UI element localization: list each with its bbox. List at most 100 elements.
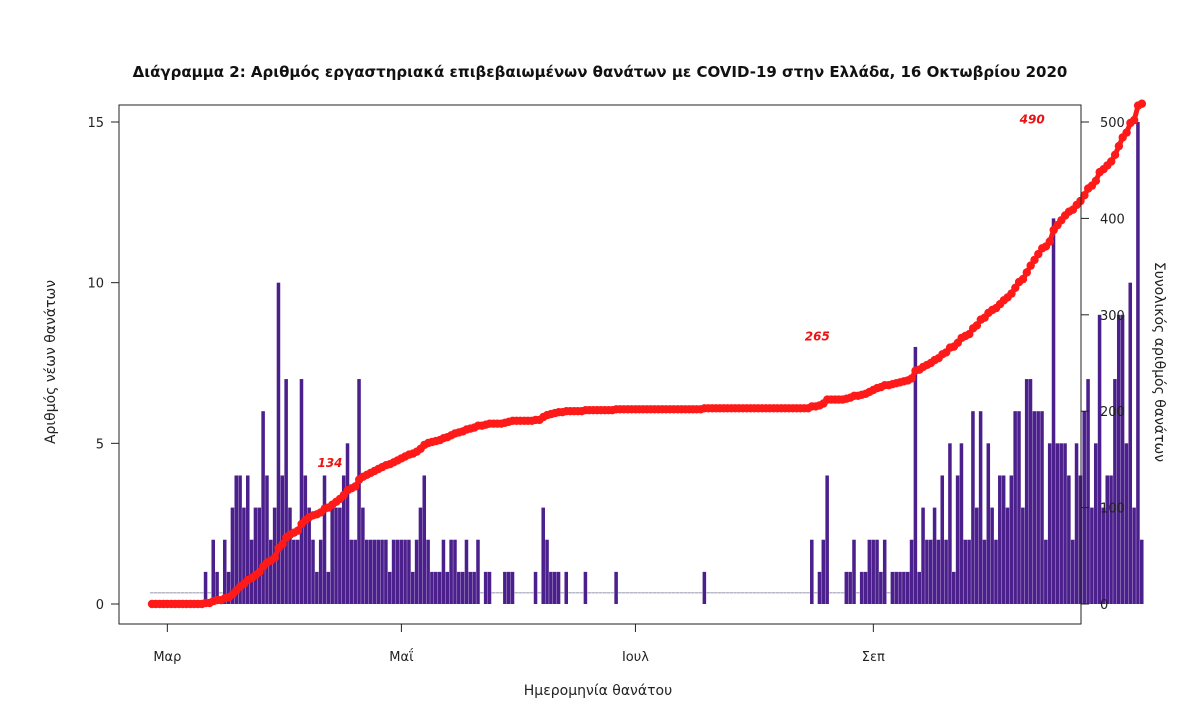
bar-zero — [184, 592, 189, 594]
bar-series — [150, 122, 1144, 604]
bar — [898, 571, 902, 604]
bar — [894, 571, 898, 604]
bar-zero — [157, 592, 162, 594]
bar-zero — [856, 592, 860, 594]
bar — [1032, 411, 1037, 604]
bar — [510, 571, 515, 604]
bar-zero — [518, 592, 522, 594]
bar-zero — [710, 592, 714, 594]
bar — [1109, 475, 1113, 604]
bar — [821, 539, 826, 604]
y-right-tick-label: 500 — [1100, 116, 1125, 131]
y-right-tick-label: 100 — [1100, 502, 1125, 517]
line-point — [1110, 150, 1120, 159]
bar — [875, 539, 879, 604]
bar-zero — [813, 592, 818, 594]
bar — [1051, 218, 1056, 604]
bar — [1140, 539, 1144, 604]
bar — [307, 507, 311, 604]
bar — [503, 571, 507, 604]
axes: 0 5 10 15 0 100 200 300 400 500 Μαρ Μαΐ Ιουλ Σεπ — [87, 116, 1124, 665]
y-left-tick-label: 10 — [87, 277, 104, 292]
bar — [925, 539, 929, 604]
bar — [545, 539, 549, 604]
bar — [1116, 314, 1121, 604]
annotation-label: 265 — [805, 330, 830, 344]
bar — [552, 571, 557, 604]
bar — [982, 539, 987, 604]
y-left-tick-label: 5 — [96, 437, 104, 452]
bar — [932, 507, 937, 604]
bar — [902, 571, 906, 604]
bar-zero — [664, 592, 668, 594]
bar-zero — [495, 592, 499, 594]
bar — [246, 475, 250, 604]
bar-zero — [760, 592, 764, 594]
bar — [583, 571, 588, 604]
bar — [303, 475, 308, 604]
y-right-tick-label: 400 — [1100, 212, 1125, 227]
bar-zero — [687, 592, 691, 594]
bar-zero — [641, 592, 645, 594]
bar — [311, 539, 315, 604]
bar — [506, 571, 511, 604]
bar — [1093, 443, 1098, 604]
bar — [330, 507, 334, 604]
bar — [871, 539, 875, 604]
bar-zero — [752, 592, 757, 594]
bar — [222, 539, 227, 604]
bar — [556, 571, 561, 604]
x-tick-label: Σεπ — [862, 650, 885, 665]
bar — [1017, 411, 1021, 604]
bar-zero — [599, 592, 603, 594]
x-tick-label: Ιουλ — [622, 650, 649, 665]
bar — [483, 571, 488, 604]
annotations: 490 265 134 — [317, 113, 1044, 470]
bar-zero — [602, 592, 607, 594]
bar — [353, 539, 357, 604]
bar-zero — [836, 592, 841, 594]
bar-zero — [656, 592, 661, 594]
bar — [410, 571, 415, 604]
bar-zero — [625, 592, 630, 594]
x-axis-label: Ημερομηνία θανάτου — [524, 683, 672, 699]
bar — [1074, 443, 1079, 604]
bar-zero — [775, 592, 780, 594]
line-point — [1122, 128, 1131, 137]
line-point — [907, 374, 916, 383]
bar — [967, 539, 971, 604]
bar — [978, 411, 983, 604]
bar — [1040, 411, 1044, 604]
bar-zero — [522, 592, 526, 594]
bar — [387, 571, 392, 604]
bar-zero — [787, 592, 791, 594]
bar-zero — [606, 592, 611, 594]
bar — [464, 539, 469, 604]
bar-zero — [694, 592, 699, 594]
line-point — [1045, 237, 1055, 246]
bar — [928, 539, 933, 604]
bar-zero — [610, 592, 615, 594]
bar-zero — [744, 592, 749, 594]
bar — [238, 475, 242, 604]
bar-zero — [591, 592, 595, 594]
bar-zero — [637, 592, 641, 594]
bar-zero — [706, 592, 710, 594]
bar-zero — [756, 592, 760, 594]
bar — [1036, 411, 1040, 604]
bar — [284, 379, 288, 604]
bar-zero — [173, 592, 177, 594]
bar — [426, 539, 430, 604]
bar — [810, 539, 814, 604]
bar-zero — [595, 592, 599, 594]
bar-zero — [779, 592, 783, 594]
bar — [917, 571, 921, 604]
bar — [318, 539, 323, 604]
bar — [549, 571, 553, 604]
bar — [265, 475, 269, 604]
bar — [364, 539, 369, 604]
bar — [844, 571, 849, 604]
bar — [890, 571, 895, 604]
bar — [1105, 475, 1109, 604]
x-tick-label: Μαρ — [153, 650, 181, 665]
